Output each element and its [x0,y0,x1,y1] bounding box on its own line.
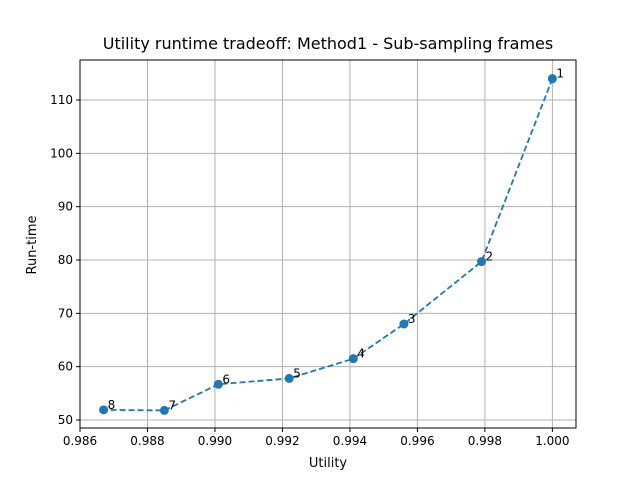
x-tick-label: 0.990 [198,434,232,448]
y-tick-label: 90 [58,200,73,214]
data-point [284,373,294,383]
x-tick-label: 0.986 [63,434,97,448]
x-axis-ticks: 0.986 0.988 0.990 0.992 0.994 0.996 0.998 1.000 [63,428,570,448]
y-tick-label: 110 [50,93,73,107]
series-layer: 1 2 3 4 5 6 7 8 [99,67,564,415]
x-tick-label: 0.988 [130,434,164,448]
x-tick-label: 0.994 [333,434,367,448]
data-point-label: 5 [293,366,301,380]
data-point-label: 2 [486,250,494,264]
y-axis-ticks: 50 60 70 80 90 100 110 [50,93,80,427]
series-line [103,78,554,412]
data-point-label: 1 [556,67,564,81]
grid [79,60,576,428]
data-point [159,405,169,415]
data-point [213,379,223,389]
plot-frame [79,59,577,429]
chart-title: Utility runtime tradeoff: Method1 - Sub-… [103,34,553,53]
x-tick-label: 0.992 [265,434,299,448]
data-point [348,354,358,364]
data-point [99,405,109,415]
y-axis-label: Run-time [25,216,40,275]
y-tick-label: 50 [58,413,73,427]
y-tick-label: 70 [58,306,73,320]
data-point-label: 3 [408,312,416,326]
data-point-label: 4 [357,347,365,361]
data-point-label: 6 [222,372,230,386]
x-tick-label: 0.998 [468,434,502,448]
data-point [547,74,557,84]
x-tick-label: 1.000 [535,434,569,448]
data-point-label: 8 [108,398,116,412]
y-tick-label: 60 [58,360,73,374]
data-point [477,257,487,267]
data-point-label: 7 [168,398,176,412]
x-tick-label: 0.996 [400,434,434,448]
y-tick-label: 80 [58,253,73,267]
data-point [399,319,409,329]
y-tick-label: 100 [50,146,73,160]
x-axis-label: Utility [309,456,348,471]
